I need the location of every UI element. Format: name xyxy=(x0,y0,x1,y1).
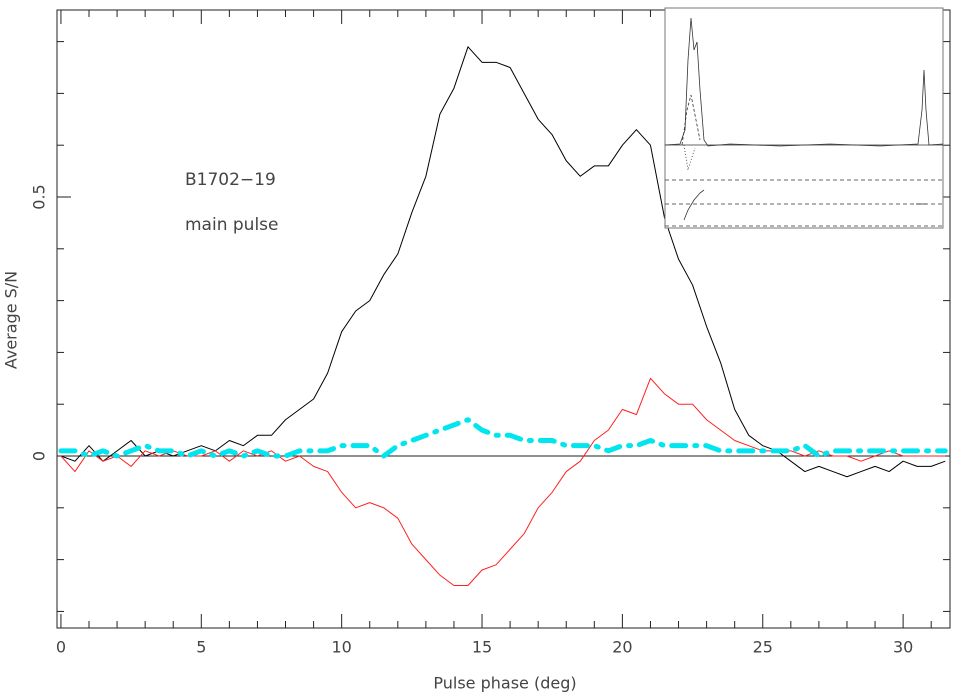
x-tick-label: 10 xyxy=(331,638,351,657)
series-line xyxy=(58,417,948,459)
x-axis-title: Pulse phase (deg) xyxy=(433,674,576,693)
x-tick-label: 5 xyxy=(196,638,206,657)
annotation: main pulse xyxy=(185,215,278,235)
y-tick-label: 0.5 xyxy=(30,184,49,209)
x-tick-label: 15 xyxy=(472,638,492,657)
series-line xyxy=(60,46,946,478)
x-tick-label: 25 xyxy=(753,638,773,657)
y-tick-label: 0 xyxy=(30,451,49,461)
series-line xyxy=(60,377,946,587)
x-tick-label: 30 xyxy=(893,638,913,657)
plot-frame xyxy=(56,9,951,629)
x-tick-label: 20 xyxy=(612,638,632,657)
x-tick-label: 0 xyxy=(56,638,66,657)
inset-plot xyxy=(664,7,944,229)
y-axis-title: Average S/N xyxy=(2,271,21,369)
annotation: B1702−19 xyxy=(185,170,276,190)
